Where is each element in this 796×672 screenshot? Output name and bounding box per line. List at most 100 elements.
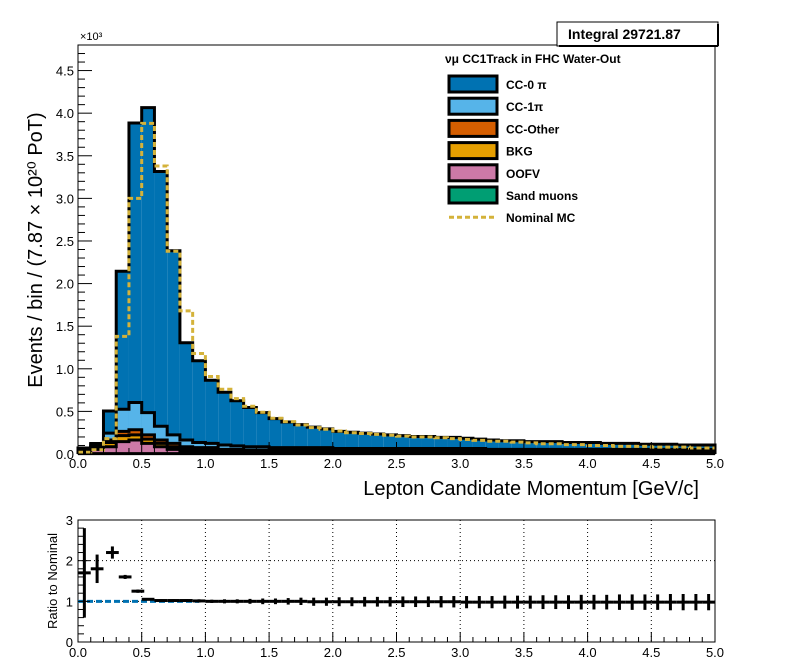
legend-label: BKG: [506, 145, 533, 159]
ratio-point: [154, 599, 168, 603]
ratio-point: [702, 594, 715, 611]
integral-label: Integral 29721.87: [568, 26, 681, 42]
ratio-point: [447, 596, 461, 608]
bar-cc-0: [154, 171, 168, 455]
legend-swatch: [447, 141, 499, 161]
ratio-point: [625, 594, 639, 610]
x-tick-label: 0.5: [133, 456, 151, 471]
main-x-ticks: 0.0 0.5 1.0 1.5 2.0 2.5 3.0 3.5 4.0 4.5 5.0: [69, 442, 724, 471]
bar-oofv: [167, 449, 180, 454]
y-tick-label: 0: [66, 635, 73, 650]
legend-item-oofv: OOFV: [447, 163, 540, 183]
ratio-point: [205, 599, 219, 603]
x-tick-label: 1.5: [260, 456, 278, 471]
bar-oofv: [154, 446, 168, 454]
ratio-point: [281, 598, 295, 605]
bar-cc-0: [230, 400, 244, 454]
y-tick-label: 2: [66, 554, 73, 569]
ratio-point: [106, 546, 119, 559]
ratio-point: [472, 596, 486, 609]
y-tick-label: 1.5: [56, 319, 74, 334]
legend-swatch: [447, 163, 499, 183]
x-tick-label: 2.5: [387, 645, 405, 660]
y-tick-label: 3.0: [56, 191, 74, 206]
x-tick-label: 3.5: [515, 456, 533, 471]
x-tick-label: 0.0: [69, 645, 87, 660]
ratio-point: [396, 596, 410, 608]
outline-cc-other: [76, 428, 717, 454]
ratio-grid: [78, 520, 715, 642]
legend-label: Sand muons: [506, 189, 578, 203]
legend-label: CC-0 π: [506, 78, 547, 92]
ratio-point: [320, 597, 333, 606]
ratio-point: [613, 594, 626, 610]
integral-box: Integral 29721.87: [556, 21, 719, 47]
y-tick-label: 2.5: [56, 234, 74, 249]
main-y-axis-title: Events / bin / (7.87 × 10²⁰ PoT): [25, 112, 47, 387]
bar-cc-0: [179, 342, 193, 454]
outline-cc-0: [76, 106, 717, 454]
x-tick-label: 3.5: [515, 645, 533, 660]
ratio-point: [485, 596, 499, 609]
bar-cc-0: [243, 407, 257, 454]
x-tick-label: 5.0: [706, 645, 724, 660]
bar-oofv: [103, 446, 117, 454]
legend: νμ CC1Track in FHC Water-Out CC-0 π CC-1π…: [445, 52, 621, 225]
legend-swatch: [447, 118, 499, 138]
bar-oofv: [116, 441, 129, 454]
legend-swatch: [447, 185, 499, 205]
legend-item-sand-muons: Sand muons: [447, 185, 578, 205]
ratio-point: [243, 598, 257, 604]
x-tick-label: 3.0: [451, 456, 469, 471]
ratio-point: [78, 528, 91, 618]
ratio-point: [562, 595, 575, 610]
legend-label: Nominal MC: [506, 211, 576, 225]
legend-label: CC-Other: [506, 122, 560, 136]
x-tick-label: 4.0: [579, 645, 597, 660]
ratio-point: [131, 589, 145, 593]
ratio-point: [269, 598, 282, 605]
ratio-panel: 0.0 0.5 1.0 1.5 2.0 2.5 3.0 3.5 4.0 4.5 5.0 0 1 2 3 R…: [45, 513, 724, 660]
bar-oofv: [128, 439, 142, 454]
x-tick-label: 1.0: [196, 645, 214, 660]
bar-cc-0: [218, 392, 231, 454]
ratio-point: [587, 594, 601, 610]
ratio-points: [78, 528, 715, 618]
bar-cc-0: [192, 360, 206, 454]
legend-item-cc-other: CC-Other: [447, 118, 560, 138]
ratio-point: [218, 599, 231, 604]
x-tick-label: 4.5: [642, 645, 660, 660]
y-tick-label: 1: [66, 594, 73, 609]
legend-label: OOFV: [506, 167, 540, 181]
x-tick-label: 1.0: [196, 456, 214, 471]
main-histogram-panel: 0.0 0.5 1.0 1.5 2.0 2.5 3.0 3.5 4.0 4.5 5.0 0.0 0.5…: [56, 44, 724, 471]
ratio-point: [332, 597, 346, 607]
nominal-mc-step: [78, 121, 715, 454]
y-tick-label: 0.5: [56, 404, 74, 419]
ratio-point: [523, 595, 537, 609]
bar-cc-0: [167, 250, 180, 454]
bar-cc-0: [256, 412, 270, 454]
ratio-point: [383, 596, 397, 607]
ratio-point: [664, 594, 677, 611]
legend-item-bkg: BKG: [447, 141, 533, 161]
legend-title: νμ CC1Track in FHC Water-Out: [445, 52, 621, 66]
x-tick-label: 1.5: [260, 645, 278, 660]
y-tick-label: 4.5: [56, 64, 74, 79]
ratio-point: [638, 594, 652, 610]
ratio-point: [256, 598, 270, 605]
bar-oofv: [90, 449, 104, 454]
y-tick-label: 3.5: [56, 149, 74, 164]
ratio-point: [230, 599, 244, 604]
legend-item-cc-0: CC-0 π: [447, 74, 547, 94]
legend-swatch: [447, 74, 499, 94]
legend-item-cc-1: CC-1π: [447, 96, 543, 116]
ratio-point: [294, 597, 308, 605]
ratio-point: [600, 594, 614, 610]
x-tick-label: 4.5: [642, 456, 660, 471]
ratio-point: [358, 596, 372, 607]
y-tick-label: 2.0: [56, 277, 74, 292]
x-tick-label: 3.0: [451, 645, 469, 660]
bar-cc-0: [141, 107, 155, 455]
